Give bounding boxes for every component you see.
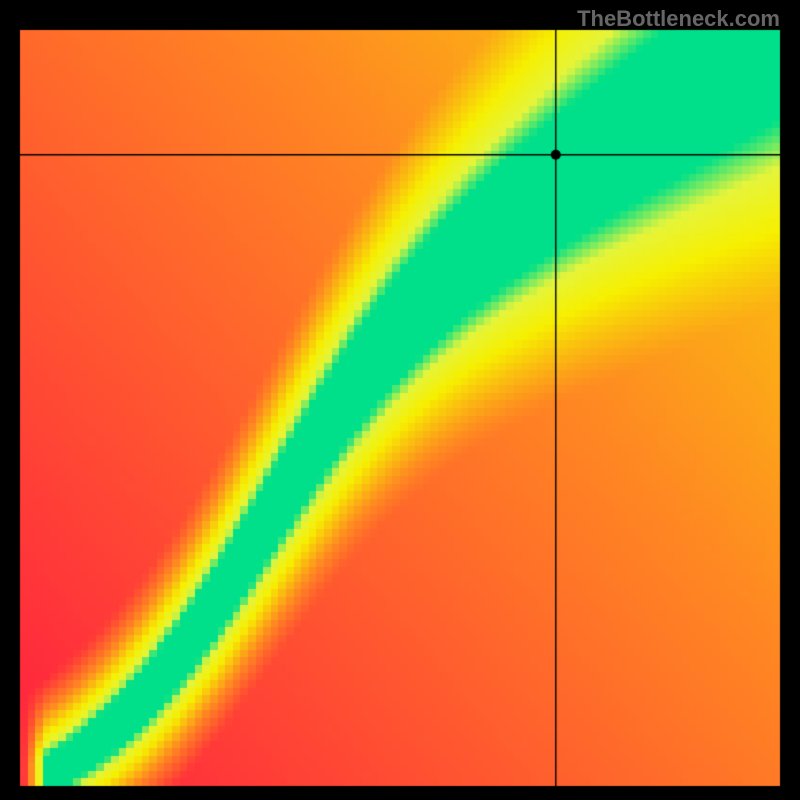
root: TheBottleneck.com (0, 0, 800, 800)
bottleneck-heatmap (0, 0, 800, 800)
watermark-text: TheBottleneck.com (577, 6, 780, 32)
